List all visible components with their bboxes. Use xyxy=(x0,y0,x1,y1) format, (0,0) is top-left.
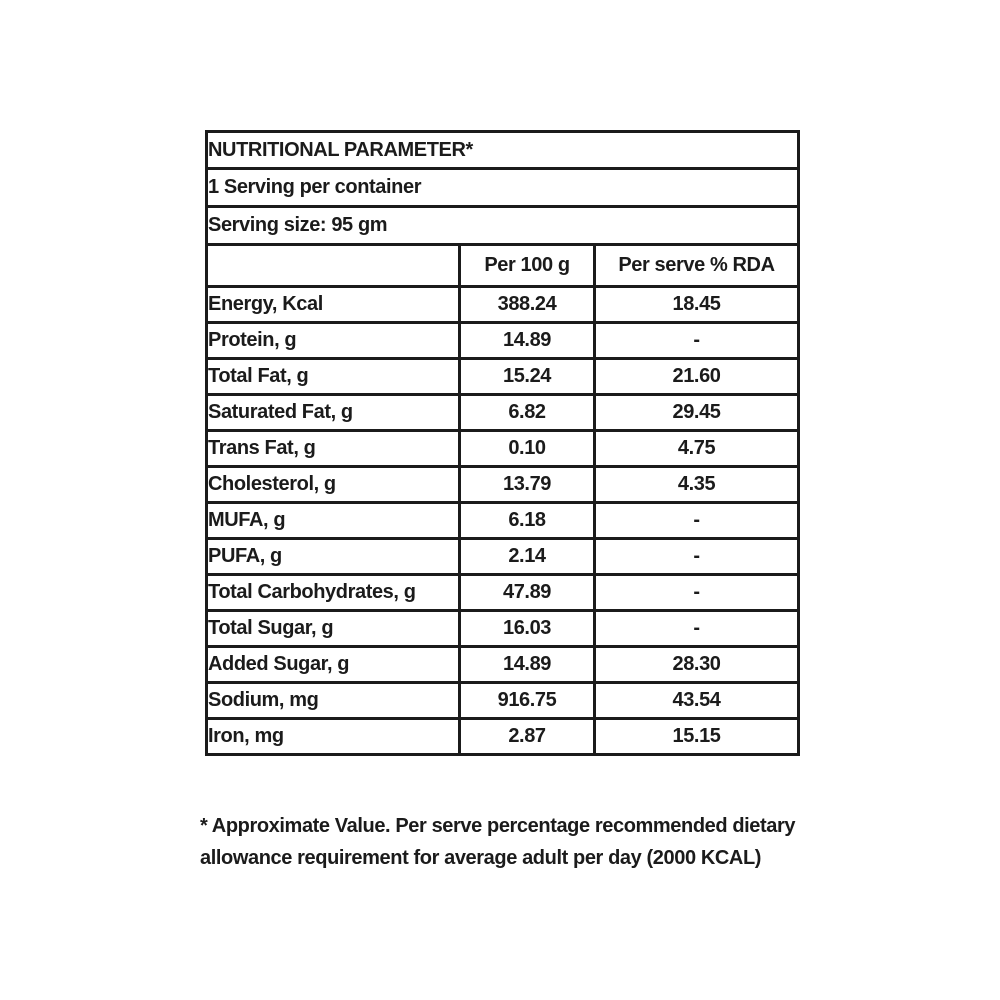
per-100g-value-cell: 916.75 xyxy=(458,681,596,720)
per-serve-rda-cell: - xyxy=(592,321,801,360)
per-100g-value-cell: 6.82 xyxy=(458,393,596,432)
per-serve-rda-cell: - xyxy=(592,609,801,648)
per-100g-value-cell: 14.89 xyxy=(458,645,596,684)
per-serve-rda-cell: 18.45 xyxy=(592,285,801,324)
nutrient-name-cell: Total Carbohydrates, g xyxy=(205,573,461,612)
serving-size-row: Serving size: 95 gm xyxy=(204,205,801,246)
table-title: NUTRITIONAL PARAMETER* xyxy=(204,130,801,170)
nutrient-name-cell: Sodium, mg xyxy=(205,681,461,720)
per-100g-value-cell: 16.03 xyxy=(458,609,596,648)
per-serve-rda-cell: 28.30 xyxy=(592,645,801,684)
per-100g-value-cell: 2.14 xyxy=(458,537,596,576)
per-100g-value-cell: 388.24 xyxy=(458,285,596,324)
nutrient-name-cell: Trans Fat, g xyxy=(205,429,461,468)
table-row: Sodium, mg 916.75 43.54 xyxy=(205,681,801,720)
per-serve-rda-cell: 29.45 xyxy=(592,393,801,432)
nutrient-rows: Energy, Kcal 388.24 18.45 Protein, g 14.89- T… xyxy=(205,285,801,756)
col-header-per-serve-rda: Per serve % RDA xyxy=(592,243,801,288)
nutrient-name-cell: Saturated Fat, g xyxy=(205,393,461,432)
nutrition-table: NUTRITIONAL PARAMETER* 1 Serving per con… xyxy=(204,130,801,756)
table-row: PUFA, g 2.14- xyxy=(205,537,801,576)
serving-size-text: Serving size: 95 gm xyxy=(204,205,801,246)
title-row: NUTRITIONAL PARAMETER* xyxy=(204,130,801,170)
nutrient-name-cell: Total Sugar, g xyxy=(205,609,461,648)
nutrient-name-cell: Cholesterol, g xyxy=(205,465,461,504)
table-row: Total Carbohydrates, g 47.89- xyxy=(205,573,801,612)
table-row: Trans Fat, g 0.10 4.75 xyxy=(205,429,801,468)
table-row: Cholesterol, g 13.79 4.35 xyxy=(205,465,801,504)
nutrient-name-cell: MUFA, g xyxy=(205,501,461,540)
table-row: Saturated Fat, g 6.82 29.45 xyxy=(205,393,801,432)
col-header-blank xyxy=(205,243,461,288)
table-row: Protein, g 14.89- xyxy=(205,321,801,360)
nutrient-name-cell: Iron, mg xyxy=(205,717,461,756)
table-row: Total Fat, g 15.24 21.60 xyxy=(205,357,801,396)
servings-row: 1 Serving per container xyxy=(204,167,801,208)
footnote-text: * Approximate Value. Per serve percentag… xyxy=(200,815,796,869)
per-serve-rda-cell: 15.15 xyxy=(592,717,801,756)
nutrient-name-cell: Energy, Kcal xyxy=(205,285,461,324)
col-header-per-100g: Per 100 g xyxy=(458,243,596,288)
per-serve-rda-cell: - xyxy=(592,537,801,576)
per-serve-rda-cell: 4.35 xyxy=(592,465,801,504)
nutrient-name-cell: Added Sugar, g xyxy=(205,645,461,684)
per-100g-value-cell: 6.18 xyxy=(458,501,596,540)
nutrient-name-cell: PUFA, g xyxy=(205,537,461,576)
per-serve-rda-cell: - xyxy=(592,573,801,612)
per-serve-rda-cell: - xyxy=(592,501,801,540)
servings-per-container-text: 1 Serving per container xyxy=(204,167,801,208)
per-100g-value-cell: 47.89 xyxy=(458,573,596,612)
table-row: MUFA, g 6.18- xyxy=(205,501,801,540)
nutrient-name-cell: Protein, g xyxy=(205,321,461,360)
per-serve-rda-cell: 4.75 xyxy=(592,429,801,468)
per-serve-rda-cell: 43.54 xyxy=(592,681,801,720)
table-row: Iron, mg 2.87 15.15 xyxy=(205,717,801,756)
table-row: Energy, Kcal 388.24 18.45 xyxy=(205,285,801,324)
per-100g-value-cell: 14.89 xyxy=(458,321,596,360)
per-serve-rda-cell: 21.60 xyxy=(592,357,801,396)
table-row: Total Sugar, g 16.03- xyxy=(205,609,801,648)
table-row: Added Sugar, g 14.89 28.30 xyxy=(205,645,801,684)
per-100g-value-cell: 2.87 xyxy=(458,717,596,756)
per-100g-value-cell: 13.79 xyxy=(458,465,596,504)
column-header-row: Per 100 g Per serve % RDA xyxy=(205,243,801,288)
nutrient-name-cell: Total Fat, g xyxy=(205,357,461,396)
per-100g-value-cell: 15.24 xyxy=(458,357,596,396)
per-100g-value-cell: 0.10 xyxy=(458,429,596,468)
